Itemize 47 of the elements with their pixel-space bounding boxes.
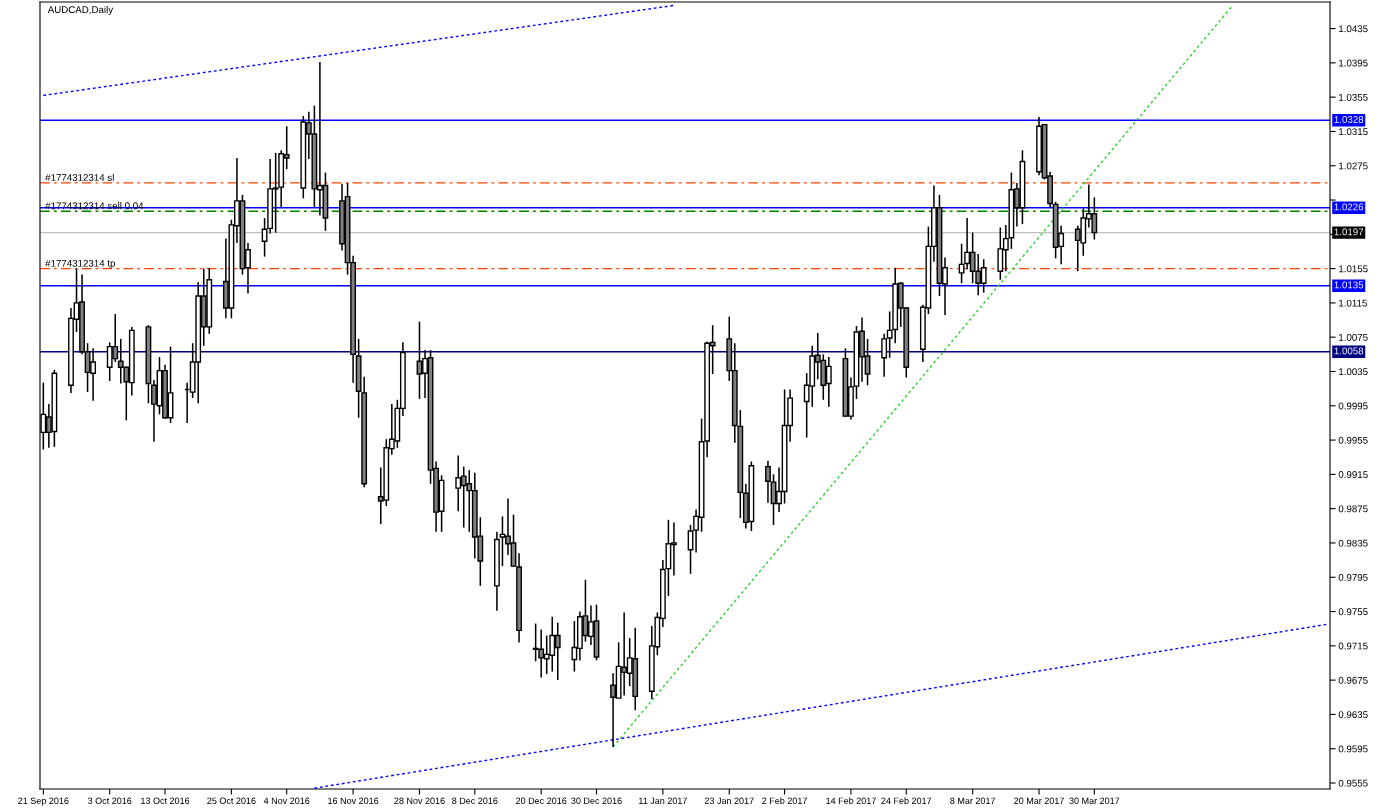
x-tick-label: 14 Feb 2017: [826, 797, 876, 804]
y-tick-label: 1.0395: [1339, 59, 1368, 67]
y-tick-label: 1.0435: [1339, 25, 1368, 33]
x-tick-label: 16 Nov 2016: [328, 797, 379, 804]
y-tick-label: 0.9915: [1338, 471, 1368, 478]
ref-line-label: 1.0226: [1334, 203, 1364, 211]
x-tick-label: 21 Sep 2016: [18, 797, 69, 806]
x-tick-label: 8 Dec 2016: [452, 797, 498, 804]
chart-title: AUDCAD,Daily: [47, 5, 114, 15]
ref-line-label: 1.0058: [1334, 347, 1364, 355]
y-tick-label: 1.0155: [1339, 265, 1368, 273]
x-tick-label: 4 Nov 2016: [263, 797, 310, 804]
y-tick-label: 1.0115: [1339, 299, 1367, 307]
y-tick-label: 0.9555: [1338, 779, 1368, 787]
x-tick-label: 24 Feb 2017: [881, 797, 932, 804]
ref-line-label: 1.0197: [1334, 228, 1364, 236]
y-tick-label: 1.0275: [1339, 162, 1368, 170]
x-tick-label: 28 Nov 2016: [394, 797, 445, 804]
x-tick-label: 20 Dec 2016: [516, 797, 567, 804]
y-tick-label: 1.0035: [1339, 368, 1368, 376]
x-tick-label: 8 Mar 2017: [950, 797, 996, 804]
y-tick-label: 0.9875: [1338, 505, 1368, 513]
y-tick-label: 0.9715: [1338, 642, 1368, 650]
y-tick-label: 1.0075: [1339, 333, 1368, 341]
y-tick-label: 0.9675: [1338, 676, 1368, 684]
x-tick-label: 20 Mar 2017: [1014, 797, 1064, 804]
y-tick-label: 0.9835: [1338, 539, 1368, 547]
x-tick-label: 3 Oct 2016: [87, 797, 132, 804]
x-tick-label: 13 Oct 2016: [141, 797, 190, 804]
x-tick-label: 23 Jan 2017: [704, 797, 754, 804]
y-tick-label: 0.9635: [1338, 711, 1368, 719]
y-tick-label: 1.0355: [1339, 93, 1368, 101]
x-tick-label: 11 Jan 2017: [639, 797, 687, 804]
y-tick-label: 0.9995: [1338, 402, 1368, 410]
x-tick-label: 2 Feb 2017: [762, 797, 807, 804]
y-tick-label: 0.9795: [1338, 573, 1368, 581]
x-tick-label: 30 Dec 2016: [571, 797, 622, 804]
y-tick-label: 0.9595: [1338, 745, 1368, 753]
x-tick-label: 30 Mar 2017: [1069, 797, 1120, 804]
ref-line-label: #1774312314 tp: [45, 259, 116, 269]
y-tick-label: 1.0315: [1339, 128, 1368, 136]
y-tick-label: 0.9955: [1338, 436, 1368, 444]
ref-line-label: #1774312314 sl: [45, 173, 114, 181]
x-tick-label: 25 Oct 2016: [207, 797, 256, 804]
ref-line-label: 1.0135: [1334, 281, 1364, 289]
y-tick-label: 0.9755: [1338, 608, 1368, 616]
ref-line-label: 1.0328: [1334, 116, 1364, 123]
